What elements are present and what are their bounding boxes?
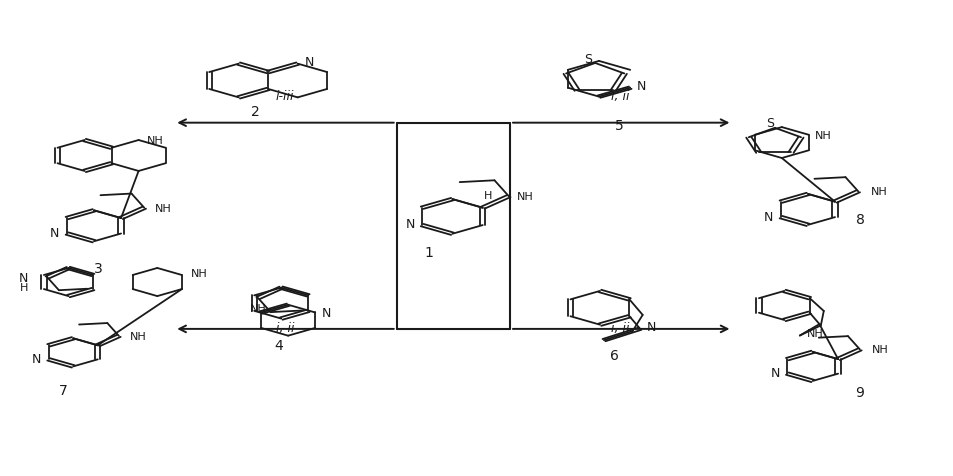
Text: NH: NH — [814, 130, 831, 140]
Text: S: S — [765, 117, 773, 129]
Text: NH: NH — [250, 304, 266, 314]
Text: H: H — [484, 191, 492, 201]
Text: N: N — [31, 352, 41, 365]
Text: N: N — [19, 271, 29, 284]
Text: H: H — [20, 282, 28, 292]
Text: S: S — [583, 53, 591, 66]
Text: i, ii: i, ii — [275, 321, 294, 334]
Text: NH: NH — [147, 136, 164, 146]
Text: i-iii: i-iii — [275, 90, 294, 103]
Text: NH: NH — [870, 187, 886, 197]
Text: 7: 7 — [59, 383, 68, 397]
Text: N: N — [321, 307, 331, 319]
Text: NH: NH — [805, 328, 822, 338]
Text: 5: 5 — [614, 119, 622, 133]
Text: NH: NH — [871, 345, 888, 355]
Text: 1: 1 — [424, 245, 433, 259]
Text: 3: 3 — [94, 261, 103, 276]
Text: N: N — [637, 79, 645, 93]
Text: N: N — [769, 367, 779, 379]
Text: 8: 8 — [855, 212, 863, 226]
Text: N: N — [646, 320, 656, 333]
Text: NH: NH — [130, 331, 146, 341]
Text: N: N — [50, 227, 59, 239]
Text: NH: NH — [517, 192, 534, 202]
Text: NH: NH — [191, 268, 207, 278]
Text: 6: 6 — [609, 348, 618, 362]
Text: N: N — [763, 210, 773, 223]
Text: 2: 2 — [251, 105, 260, 119]
Text: i, ii: i, ii — [611, 321, 629, 334]
Text: 9: 9 — [855, 386, 863, 399]
Text: 4: 4 — [274, 338, 283, 353]
Text: N: N — [406, 218, 415, 231]
Text: i, ii: i, ii — [611, 90, 629, 103]
Text: NH: NH — [154, 203, 172, 213]
Text: N: N — [304, 56, 314, 69]
